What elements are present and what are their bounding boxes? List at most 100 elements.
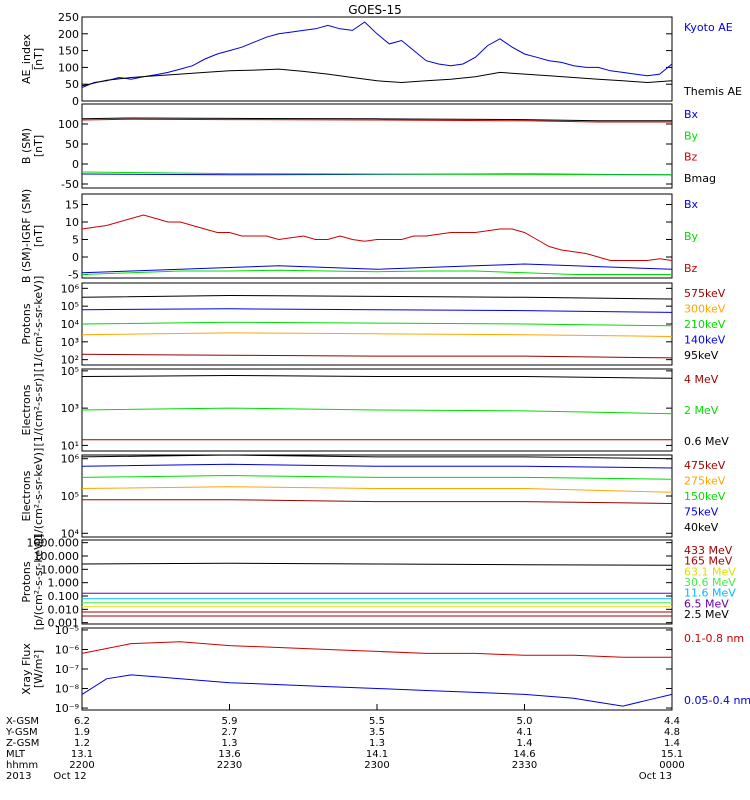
legend-entry: 150keV [684, 490, 726, 503]
y-axis-label: Protons [20, 561, 33, 602]
y-tick-label: 10² [61, 354, 79, 367]
series-line [81, 474, 673, 480]
legend-entry: 2 MeV [684, 404, 719, 417]
y-tick-label: 100.000 [34, 550, 80, 563]
series-line [81, 118, 672, 123]
series-line [81, 674, 673, 707]
y-tick-label: 150 [58, 45, 79, 58]
panel-frame [81, 539, 673, 625]
series-line [81, 308, 673, 313]
y-tick-label: 10⁵ [61, 365, 79, 378]
legend-entry: 275keV [684, 475, 726, 488]
x-row-value: 2.7 [222, 727, 238, 738]
y-tick-label: 0 [72, 251, 79, 264]
y-tick-label: 0 [72, 158, 79, 171]
legend-entry: 575keV [684, 287, 726, 300]
x-row-value: 2200 [69, 760, 94, 771]
y-axis-label: Protons [20, 303, 33, 344]
x-row-value: 2330 [512, 760, 537, 771]
panel-frame [81, 282, 673, 366]
y-tick-label: 10⁶ [61, 282, 80, 295]
x-row-value: 2230 [217, 760, 242, 771]
panel-frame [81, 103, 673, 189]
legend-entry: 210keV [684, 318, 726, 331]
legend-entry: 140keV [684, 334, 726, 347]
y-axis-unit: [nT] [32, 225, 45, 247]
x-row-value: 5.0 [517, 716, 533, 727]
y-tick-label: 10⁻⁵ [55, 624, 79, 637]
panel-7: 0.0010.0100.1001.00010.000100.0001000.00… [20, 534, 736, 631]
x-row-value: 15.1 [661, 749, 683, 760]
x-row-value: 4.8 [664, 727, 680, 738]
panel-3: -5 0 5 10 15 B (SM)-IGRF (SM) [nT] Bx By Bz [20, 189, 699, 283]
series-line [81, 214, 673, 261]
x-row-value: 13.1 [71, 749, 93, 760]
legend-entry: Bx [684, 198, 699, 211]
x-row-value: 0000 [659, 760, 684, 771]
legend-entry: By [684, 129, 699, 142]
x-row-value: Oct 12 [53, 771, 86, 782]
series-line [81, 294, 673, 300]
y-tick-label: 250 [58, 11, 79, 24]
series-line [81, 68, 673, 87]
panel-frame [81, 16, 673, 102]
legend-entry: 165 MeV [684, 555, 733, 568]
y-axis-unit: [nT] [32, 48, 45, 70]
x-row-value: 4.1 [517, 727, 533, 738]
series-line [81, 374, 673, 379]
x-row-label: hhmm [6, 760, 38, 771]
legend-entry: 475keV [684, 459, 726, 472]
y-tick-label: 0.001 [48, 617, 80, 630]
series-line [81, 463, 673, 469]
x-row-label: 2013 [6, 771, 31, 782]
series-line [81, 486, 673, 493]
y-tick-label: 10⁵ [61, 490, 79, 503]
x-row-value: 6.2 [74, 716, 90, 727]
y-tick-label: 10⁻⁹ [55, 702, 79, 715]
legend-entry: 0.1-0.8 nm [684, 632, 744, 645]
x-row-label: Y-GSM [5, 727, 38, 738]
legend-entry: Themis AE [683, 85, 742, 98]
x-row-label: Z-GSM [6, 738, 39, 749]
legend-entry: 11.6 MeV [684, 587, 736, 600]
y-tick-label: 10.000 [41, 563, 80, 576]
panel-frame [81, 193, 673, 279]
y-tick-label: 1.000 [48, 577, 80, 590]
legend-entry: 2.5 MeV [684, 608, 729, 621]
y-axis-label: B (SM) [20, 128, 33, 164]
legend-entry: Bx [684, 108, 699, 121]
panel-5: 10¹ 10³ 10⁵ Electrons [1/(cm²-s-sr)] 4 MeV 2 M… [20, 365, 729, 453]
panel-4: 10² 10³ 10⁴ 10⁵ 10⁶ Protons [1/(cm²-s-sr-keV)]… [20, 276, 726, 373]
x-row-value: 1.3 [222, 738, 238, 749]
y-tick-label: 10³ [61, 402, 79, 415]
panel-2: -50 0 50 100 B (SM) [nT] Bx By Bz Bmag [20, 103, 716, 191]
chart-title: GOES-15 [348, 3, 402, 17]
legend-entry: Kyoto AE [684, 21, 733, 34]
y-tick-label: 0.100 [48, 590, 80, 603]
y-tick-label: 10⁶ [61, 453, 80, 466]
x-row-value: 14.1 [366, 749, 388, 760]
y-tick-label: 0 [72, 95, 79, 108]
series-line [81, 641, 672, 658]
panel-6: 10⁴ 10⁵ 10⁶ Electrons [1/(cm²-s-sr-keV)] 475k… [20, 448, 726, 545]
y-tick-label: 100 [58, 61, 79, 74]
legend-entry: 433 MeV [684, 544, 733, 557]
legend-entry: 95keV [684, 349, 719, 362]
y-tick-label: 10⁴ [61, 527, 80, 540]
legend-entry: 75keV [684, 506, 719, 519]
y-axis-unit: [1/(cm²-s-sr-keV)] [32, 276, 45, 373]
y-tick-label: 10¹ [61, 439, 79, 452]
legend-entry: 63.1 MeV [684, 565, 736, 578]
legend-entry: Bmag [684, 172, 716, 185]
y-axis-unit: [1/(cm²-s-sr-keV)] [32, 448, 45, 545]
series-line [81, 562, 673, 566]
y-tick-label: 10⁵ [61, 300, 79, 313]
series-line [82, 499, 673, 504]
legend-entry: 0.05-0.4 nm [684, 694, 750, 707]
panel-8: 10⁻⁹ 10⁻⁸ 10⁻⁷ 10⁻⁶ 10⁻⁵ Xray Flux [W/m²] 0.1-0… [20, 624, 750, 715]
x-row-value: 3.5 [369, 727, 385, 738]
x-row-value: 5.9 [222, 716, 238, 727]
legend-entry: 40keV [684, 521, 719, 534]
